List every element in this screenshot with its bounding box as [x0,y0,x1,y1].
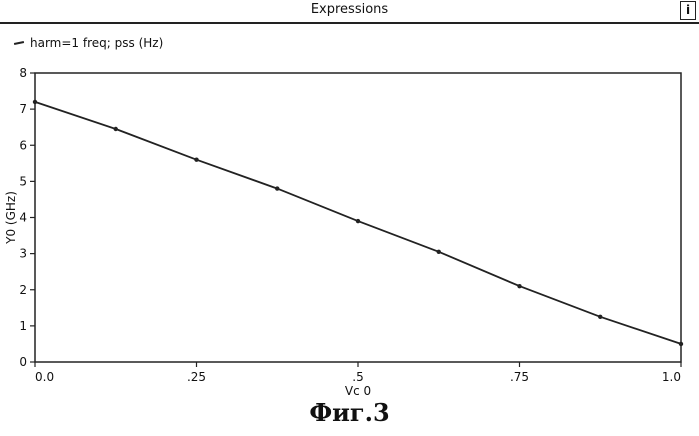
y-tick-label: 8 [19,66,27,80]
data-point [517,284,521,288]
y-tick-label: 2 [19,283,27,297]
data-point [437,250,441,254]
data-point [598,315,602,319]
y-tick-label: 6 [19,138,27,152]
x-tick-label: .25 [187,370,206,384]
data-point [356,219,360,223]
data-point [194,158,198,162]
figure-caption: Фиг.3 [0,398,699,427]
y-tick-label: 5 [19,174,27,188]
y-tick-label: 1 [19,319,27,333]
data-point [679,342,683,346]
y-tick-label: 3 [19,247,27,261]
plot-frame [35,73,681,362]
data-point [33,100,37,104]
y-tick-label: 4 [19,211,27,225]
x-tick-label: 1.0 [662,370,681,384]
x-tick-label: .75 [510,370,529,384]
x-axis-label: Vc 0 [345,384,371,398]
data-point [275,186,279,190]
y-tick-label: 0 [19,355,27,369]
data-point [114,127,118,131]
x-tick-label: 0.0 [35,370,54,384]
y-axis-label: Y0 (GHz) [4,191,18,245]
y-tick-label: 7 [19,102,27,116]
x-tick-label: .5 [352,370,363,384]
